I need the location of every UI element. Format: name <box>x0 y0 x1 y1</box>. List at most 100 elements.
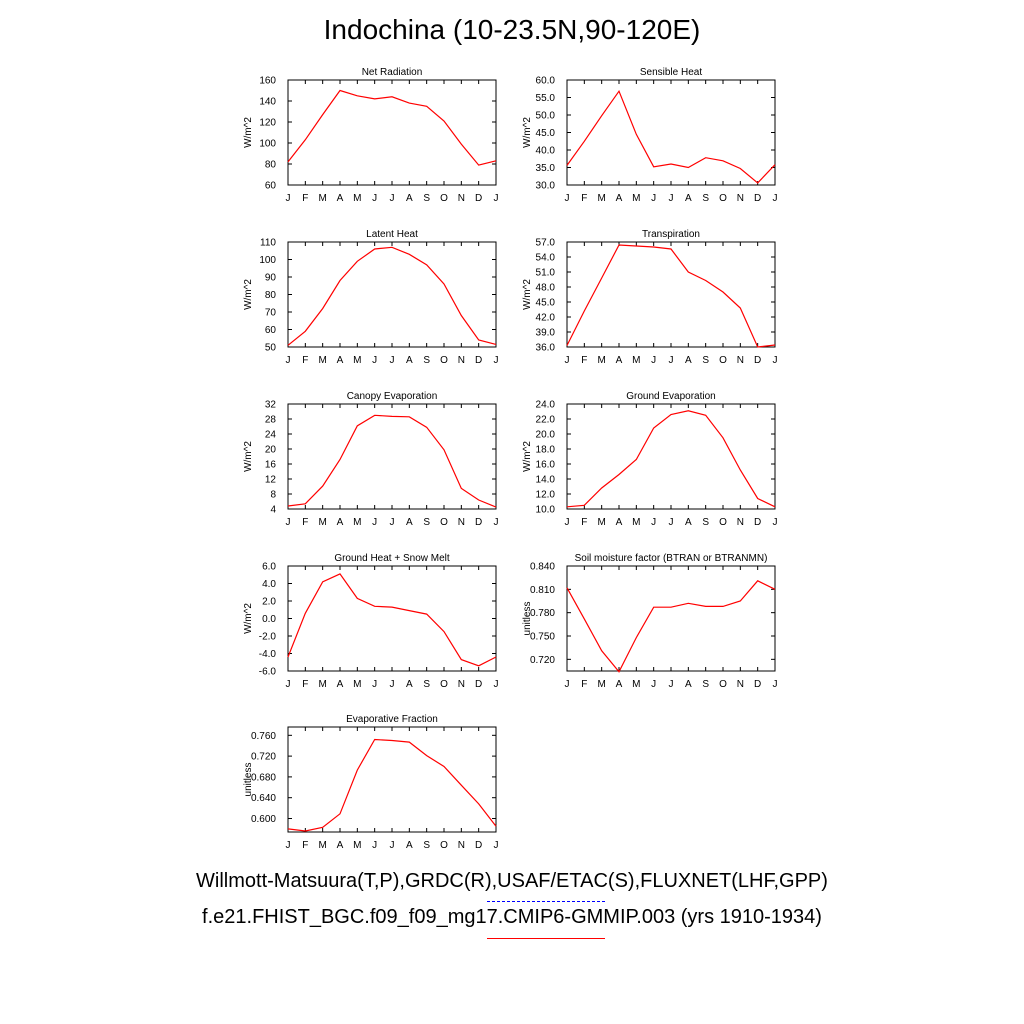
y-tick-label: 12 <box>265 475 277 486</box>
chart-title: Soil moisture factor (BTRAN or BTRANMN) <box>575 553 768 564</box>
x-tick-label: N <box>458 517 465 528</box>
y-axis-label: W/m^2 <box>243 603 254 634</box>
x-tick-label: O <box>719 355 727 366</box>
x-tick-label: J <box>773 355 778 366</box>
series-line <box>287 89 497 166</box>
x-tick-label: F <box>581 355 587 366</box>
y-tick-label: 8 <box>270 490 276 501</box>
y-tick-label: 60 <box>265 181 277 192</box>
chart-title: Transpiration <box>642 229 700 240</box>
x-tick-label: J <box>390 355 395 366</box>
x-tick-label: A <box>406 355 413 366</box>
x-tick-label: D <box>754 355 761 366</box>
x-tick-label: O <box>440 193 448 204</box>
x-tick-label: D <box>754 193 761 204</box>
series-line <box>287 738 497 832</box>
x-tick-label: A <box>406 193 413 204</box>
x-tick-label: J <box>651 193 656 204</box>
model-case-label: f.e21.FHIST_BGC.f09_f09_mg17.CMIP6-GMMIP… <box>202 906 822 928</box>
y-tick-label: 48.0 <box>536 283 556 294</box>
y-tick-label: 0.680 <box>251 772 276 783</box>
x-tick-label: J <box>494 355 499 366</box>
x-tick-label: J <box>669 193 674 204</box>
x-tick-label: N <box>458 193 465 204</box>
x-tick-label: J <box>286 840 291 851</box>
x-tick-label: A <box>406 840 413 851</box>
y-tick-label: 60 <box>265 325 277 336</box>
y-tick-label: -2.0 <box>259 632 277 643</box>
x-tick-label: F <box>302 679 308 690</box>
x-tick-label: A <box>685 517 692 528</box>
x-tick-label: A <box>616 355 623 366</box>
x-tick-label: S <box>423 193 430 204</box>
y-tick-label: 0.760 <box>251 731 276 742</box>
series-line <box>566 580 776 673</box>
x-tick-label: M <box>353 355 361 366</box>
series-line <box>566 89 776 184</box>
y-tick-label: 6.0 <box>262 562 276 573</box>
plot-frame <box>566 241 776 348</box>
x-tick-label: A <box>337 193 344 204</box>
x-tick-label: S <box>423 517 430 528</box>
chart-title: Ground Evaporation <box>626 391 716 402</box>
x-tick-label: D <box>475 193 482 204</box>
x-tick-label: F <box>581 193 587 204</box>
y-tick-label: 30.0 <box>536 181 556 192</box>
plot-frame <box>566 79 776 186</box>
x-tick-label: J <box>390 517 395 528</box>
x-tick-label: J <box>651 679 656 690</box>
chart-title: Canopy Evaporation <box>347 391 438 402</box>
series-line <box>287 573 497 667</box>
y-tick-label: 12.0 <box>536 490 556 501</box>
y-tick-label: 70 <box>265 308 277 319</box>
chart-title: Evaporative Fraction <box>346 714 438 725</box>
x-tick-label: A <box>337 517 344 528</box>
plot-frame <box>287 79 497 186</box>
y-tick-label: 39.0 <box>536 328 556 339</box>
plot-frame <box>287 565 497 672</box>
x-tick-label: J <box>494 193 499 204</box>
x-tick-label: J <box>565 355 570 366</box>
x-tick-label: J <box>494 517 499 528</box>
y-tick-label: 80 <box>265 160 277 171</box>
panel-evaporative-fraction: Evaporative Fraction unitless 0.600 0.640 0.… <box>243 714 499 851</box>
y-axis-label: W/m^2 <box>522 279 533 310</box>
y-tick-label: 0.720 <box>251 752 276 763</box>
x-tick-label: J <box>390 193 395 204</box>
chart-title: Sensible Heat <box>640 67 702 78</box>
x-tick-label: M <box>632 193 640 204</box>
y-tick-label: 120 <box>259 118 276 129</box>
x-tick-label: D <box>475 840 482 851</box>
x-tick-label: M <box>632 517 640 528</box>
y-tick-label: 0.780 <box>530 608 555 619</box>
x-tick-label: J <box>773 193 778 204</box>
y-tick-label: 10.0 <box>536 505 556 516</box>
x-tick-label: J <box>372 679 377 690</box>
y-tick-label: 110 <box>260 238 276 249</box>
x-tick-label: M <box>318 355 326 366</box>
y-tick-label: 42.0 <box>536 313 556 324</box>
y-tick-label: 24.0 <box>536 400 556 411</box>
y-axis-label: unitless <box>243 763 254 797</box>
x-tick-label: F <box>302 517 308 528</box>
y-tick-label: 35.0 <box>536 163 556 174</box>
x-tick-label: M <box>597 517 605 528</box>
x-tick-label: A <box>337 679 344 690</box>
x-tick-label: S <box>702 193 709 204</box>
x-tick-label: J <box>372 517 377 528</box>
x-tick-label: N <box>458 679 465 690</box>
x-tick-label: S <box>702 517 709 528</box>
observations-source-label: Willmott-Matsuura(T,P),GRDC(R),USAF/ETAC… <box>196 870 828 892</box>
y-tick-label: 50 <box>265 343 277 354</box>
y-tick-label: 16.0 <box>536 460 556 471</box>
x-tick-label: F <box>302 355 308 366</box>
y-tick-label: 0.750 <box>530 632 555 643</box>
x-tick-label: S <box>423 355 430 366</box>
series-line <box>566 410 776 508</box>
plot-frame <box>566 403 776 510</box>
x-tick-label: M <box>318 193 326 204</box>
x-tick-label: M <box>318 679 326 690</box>
x-tick-label: N <box>737 193 744 204</box>
